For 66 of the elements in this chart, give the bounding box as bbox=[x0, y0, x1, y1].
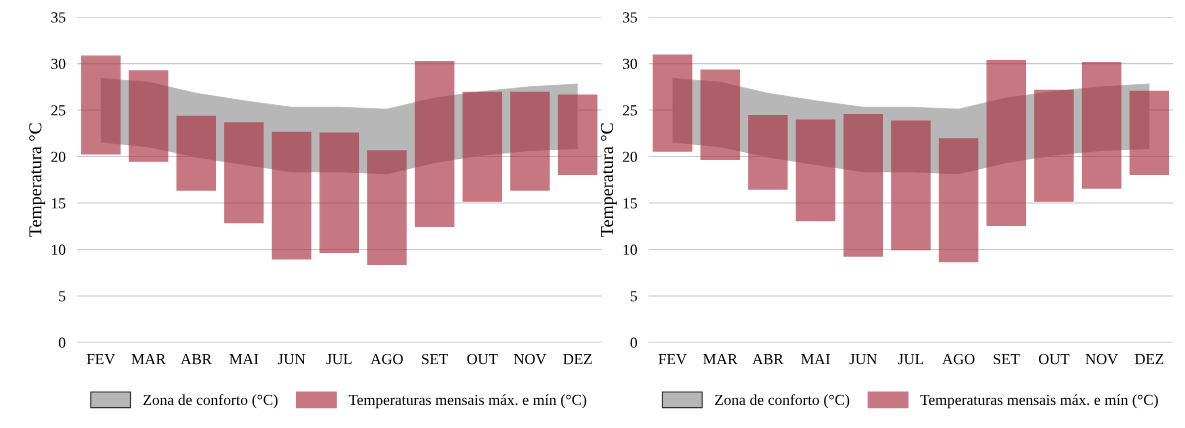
bar bbox=[224, 122, 264, 224]
x-tick-label: MAI bbox=[801, 354, 830, 365]
bar bbox=[1034, 89, 1074, 202]
bar bbox=[510, 91, 550, 191]
x-tick-label: AGO bbox=[370, 354, 403, 365]
bar bbox=[748, 114, 788, 190]
x-tick-label: JUN bbox=[277, 354, 306, 365]
x-tick-label: MAI bbox=[229, 354, 259, 365]
y-tick-label: 15 bbox=[623, 198, 637, 209]
y-tick-label: 35 bbox=[51, 12, 66, 23]
y-tick-label: 25 bbox=[622, 105, 637, 116]
y-tick-label: 10 bbox=[623, 244, 637, 255]
x-tick-label: SET bbox=[993, 354, 1020, 365]
bar bbox=[557, 94, 598, 175]
x-tick-label: NOV bbox=[1085, 354, 1119, 365]
y-tick-label: 10 bbox=[51, 244, 66, 255]
bar bbox=[414, 61, 455, 227]
y-tick-label: 35 bbox=[623, 12, 637, 23]
bar bbox=[700, 69, 740, 161]
x-tick-label: SET bbox=[422, 354, 448, 365]
x-tick-label: AGO bbox=[942, 354, 975, 365]
bar bbox=[986, 60, 1027, 226]
legend-label: Zona de conforto (°C) bbox=[715, 394, 850, 409]
y-tick-label: 5 bbox=[59, 291, 66, 302]
x-tick-label: ABR bbox=[752, 354, 784, 365]
x-tick-label: NOV bbox=[513, 354, 547, 365]
x-tick-label: MAR bbox=[703, 354, 738, 365]
y-tick-label: 30 bbox=[51, 58, 66, 70]
x-tick-label: ABR bbox=[180, 354, 212, 365]
y-axis-title: Temperatura °C bbox=[600, 123, 617, 237]
x-tick-label: DEZ bbox=[563, 354, 592, 365]
y-tick-label: 15 bbox=[51, 198, 66, 209]
bar bbox=[462, 91, 503, 202]
y-tick-label: 25 bbox=[51, 105, 66, 116]
x-tick-label: MAR bbox=[131, 354, 166, 365]
x-tick-label: OUT bbox=[1038, 354, 1070, 365]
x-tick-label: DEZ bbox=[1134, 354, 1164, 365]
bar bbox=[319, 132, 360, 253]
x-tick-label: JUL bbox=[898, 354, 924, 365]
bar bbox=[938, 138, 979, 263]
x-tick-label: FEV bbox=[658, 354, 687, 365]
legend-label: Temperaturas mensais máx. e mín (°C) bbox=[920, 394, 1158, 409]
y-tick-label: 20 bbox=[622, 151, 637, 162]
x-tick-label: JUL bbox=[326, 354, 352, 365]
y-tick-label: 0 bbox=[58, 337, 66, 348]
y-tick-label: 5 bbox=[630, 291, 637, 302]
x-tick-label: OUT bbox=[467, 354, 498, 365]
legend-label: Temperaturas mensais máx. e mín (°C) bbox=[348, 394, 587, 409]
x-tick-label: FEV bbox=[86, 354, 116, 365]
bar bbox=[176, 115, 216, 191]
bar bbox=[128, 70, 169, 162]
y-axis-title: Temperatura °C bbox=[29, 123, 46, 237]
y-tick-label: 0 bbox=[630, 337, 637, 348]
x-tick-label: JUN bbox=[849, 354, 877, 365]
bar bbox=[367, 150, 407, 266]
legend-label: Zona de conforto (°C) bbox=[143, 394, 278, 409]
bar bbox=[271, 131, 312, 260]
bar bbox=[891, 120, 931, 251]
y-tick-label: 20 bbox=[51, 151, 66, 162]
bar bbox=[1129, 90, 1170, 175]
bar bbox=[81, 55, 121, 155]
bar bbox=[795, 119, 836, 222]
y-tick-label: 30 bbox=[623, 58, 637, 70]
bar bbox=[652, 54, 693, 152]
bar bbox=[1081, 61, 1122, 189]
bar bbox=[843, 114, 884, 257]
